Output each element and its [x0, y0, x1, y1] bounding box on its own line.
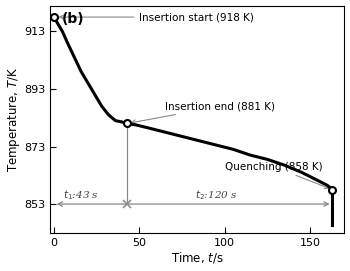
Text: Insertion start (918 K): Insertion start (918 K) — [60, 12, 254, 22]
Text: (b): (b) — [62, 12, 85, 26]
Text: $t_1$:43 s: $t_1$:43 s — [63, 189, 99, 202]
Y-axis label: Temperature, $T$/K: Temperature, $T$/K — [6, 67, 22, 172]
Text: Quenching (858 K): Quenching (858 K) — [225, 162, 329, 189]
X-axis label: Time, $t$/s: Time, $t$/s — [171, 250, 224, 265]
Text: $t_2$:120 s: $t_2$:120 s — [195, 189, 238, 202]
Text: Insertion end (881 K): Insertion end (881 K) — [131, 101, 275, 124]
